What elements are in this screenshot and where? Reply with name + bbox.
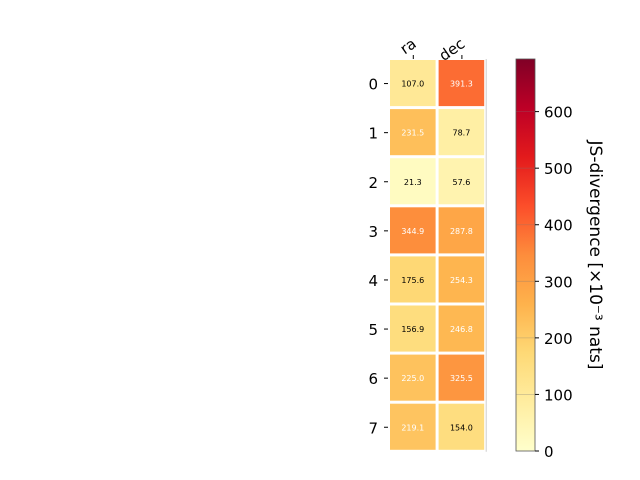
- colorbar: 0 100 200 300 400 500 600 JS-divergence [×10⁻³ …: [515, 58, 605, 461]
- heatmap-cell-5-dec: [438, 305, 485, 352]
- y-tick-label-6: 6: [368, 370, 378, 388]
- cell-value-label: 225.0: [401, 374, 424, 383]
- cell-value-label: 344.9: [401, 227, 424, 236]
- colorbar-tick-label: 600: [544, 104, 573, 122]
- cell-value-label: 175.6: [401, 276, 424, 285]
- heatmap-cell-6-ra: [390, 354, 436, 401]
- cell-value-label: 156.9: [401, 325, 424, 334]
- heatmap-cell-5-ra: [390, 305, 436, 352]
- y-tick-label-4: 4: [368, 272, 378, 290]
- cell-value-label: 231.5: [401, 129, 424, 138]
- cell-value-label: 219.1: [401, 423, 424, 432]
- cell-value-label: 154.0: [450, 423, 473, 432]
- heatmap-cell-7-ra: [390, 403, 436, 450]
- y-tick-label-7: 7: [368, 419, 378, 437]
- colorbar-label: JS-divergence [×10⁻³ nats]: [585, 140, 605, 370]
- cell-value-label: 57.6: [452, 178, 470, 187]
- heatmap-cell-2-dec: [438, 158, 485, 205]
- heatmap-cell-0-dec: [438, 60, 485, 107]
- heatmap-cell-1-dec: [438, 109, 485, 156]
- cell-value-label: 287.8: [450, 227, 473, 236]
- heatmap-cell-4-ra: [390, 256, 436, 303]
- y-tick-label-1: 1: [368, 125, 378, 143]
- cell-value-label: 325.5: [450, 374, 473, 383]
- colorbar-tick-label: 100: [544, 386, 573, 404]
- y-tick-label-0: 0: [368, 76, 378, 94]
- heatmap-cell-3-dec: [438, 207, 485, 254]
- cell-value-label: 254.3: [450, 276, 473, 285]
- y-tick-label-3: 3: [368, 223, 378, 241]
- colorbar-tick-label: 200: [544, 330, 573, 348]
- heatmap-cell-6-dec: [438, 354, 485, 401]
- heatmap-cell-3-ra: [390, 207, 436, 254]
- heatmap-cell-4-dec: [438, 256, 485, 303]
- colorbar-tick-label: 300: [544, 273, 573, 291]
- cell-value-label: 78.7: [452, 129, 470, 138]
- colorbar-tick-label: 500: [544, 160, 573, 178]
- colorbar-tick-label: 400: [544, 217, 573, 235]
- colorbar-tick-label: 0: [544, 443, 554, 461]
- heatmap-cell-2-ra: [390, 158, 436, 205]
- y-tick-labels: 0 1 2 3 4 5 6 7: [368, 76, 388, 437]
- y-tick-label-5: 5: [368, 321, 378, 339]
- cell-value-label: 107.0: [401, 80, 424, 89]
- colorbar-gradient: [515, 58, 536, 452]
- x-tick-label-ra: ra: [397, 35, 420, 59]
- cell-value-label: 246.8: [450, 325, 473, 334]
- heatmap-cells: 107.0 391.3 231.5 78.7 21.3 57.6 344.9 287.8 175…: [390, 59, 487, 452]
- y-tick-label-2: 2: [368, 174, 378, 192]
- heatmap-cell-7-dec: [438, 403, 485, 450]
- cell-value-label: 21.3: [404, 178, 422, 187]
- heatmap-cell-1-ra: [390, 109, 436, 156]
- cell-value-label: 391.3: [450, 80, 473, 89]
- heatmap-cell-0-ra: [390, 60, 436, 107]
